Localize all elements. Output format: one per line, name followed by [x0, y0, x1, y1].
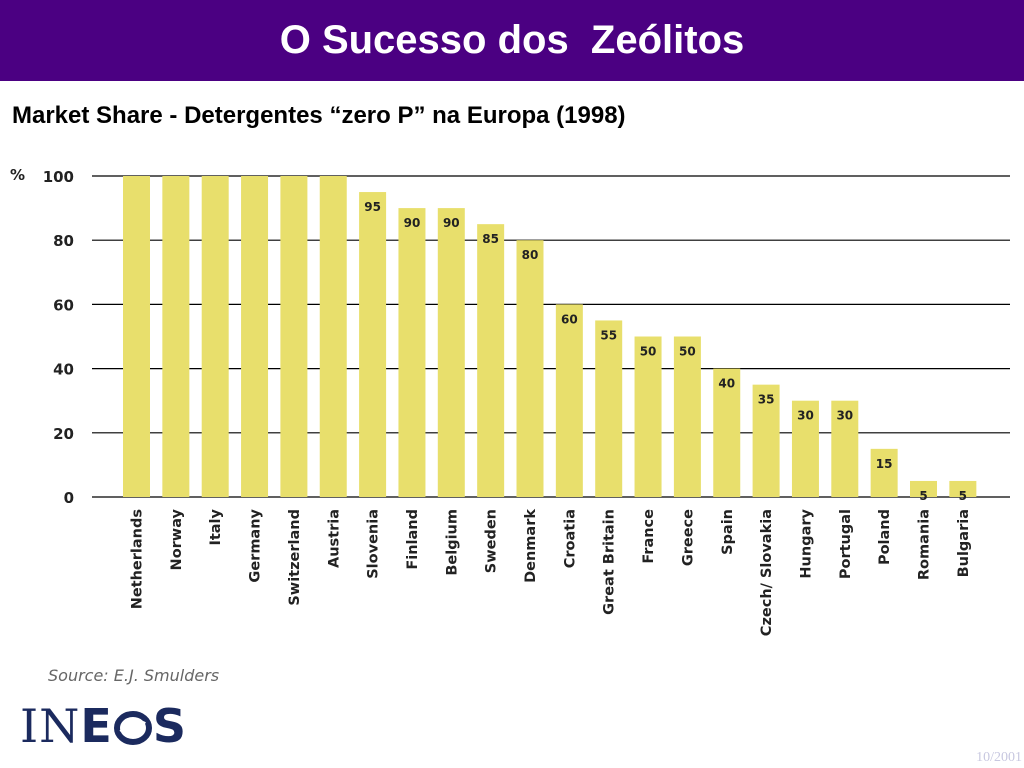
logo-oval-icon	[113, 703, 153, 757]
bar	[241, 176, 269, 497]
data-label: 55	[600, 328, 617, 342]
data-label: 50	[640, 345, 657, 359]
y-tick-label: 20	[53, 425, 74, 443]
x-tick-label: Greece	[680, 509, 696, 566]
x-tick-label: Denmark	[523, 509, 539, 583]
bar	[555, 304, 583, 497]
bar	[949, 480, 977, 497]
x-tick-label: Spain	[720, 509, 736, 555]
x-tick-label: Hungary	[798, 508, 814, 578]
y-tick-label: 100	[43, 168, 74, 186]
x-tick-label: Portugal	[838, 509, 854, 579]
ineos-logo: INE S	[20, 699, 187, 753]
bar	[123, 176, 150, 497]
x-tick-label: Sweden	[484, 509, 500, 573]
x-tick-label: Great Britain	[602, 509, 618, 615]
bar	[201, 176, 229, 497]
bar	[910, 480, 937, 497]
x-tick-label: Italy	[208, 508, 224, 545]
bar	[319, 176, 347, 497]
axis-layer: 0 20 40 60 80 100% Netherlands Norway Italy Germa…	[10, 166, 972, 636]
bar	[516, 240, 544, 497]
logo-letter-s: S	[152, 699, 187, 753]
data-label: 5	[959, 489, 967, 503]
data-label: 5	[919, 489, 927, 503]
x-tick-label: France	[641, 509, 657, 564]
bar	[595, 320, 623, 497]
data-label: 90	[404, 216, 421, 230]
y-tick-label: 40	[53, 361, 74, 379]
slide-title: O Sucesso dos Zeólitos	[279, 18, 745, 62]
x-tick-label: Croatia	[562, 509, 578, 568]
bar	[870, 448, 898, 497]
logo-wordmark: INE S	[20, 699, 187, 757]
data-label: 85	[482, 232, 499, 246]
bar	[673, 336, 701, 497]
bar	[713, 368, 741, 497]
x-tick-label: Finland	[405, 509, 421, 570]
data-label: 95	[364, 200, 381, 214]
x-tick-label: Netherlands	[130, 509, 146, 609]
data-label: 35	[758, 393, 775, 407]
bar	[280, 176, 308, 497]
data-label: 90	[443, 216, 460, 230]
bar	[634, 336, 662, 497]
data-label: 30	[797, 409, 814, 423]
x-tick-label: Slovenia	[366, 509, 382, 579]
x-tick-label: Czech/ Slovakia	[759, 509, 775, 636]
chart-subtitle: Market Share - Detergentes “zero P” na E…	[12, 102, 626, 129]
bar	[437, 208, 465, 497]
title-bar: O Sucesso dos Zeólitos	[0, 0, 1024, 81]
x-tick-label: Poland	[877, 509, 893, 565]
logo-letter-e: E	[80, 699, 113, 753]
bar	[791, 400, 819, 497]
x-tick-label: Germany	[248, 508, 264, 582]
data-label: 40	[718, 377, 735, 391]
bar	[398, 208, 426, 497]
data-label: 30	[836, 409, 853, 423]
bar	[752, 384, 780, 497]
x-tick-label: Austria	[326, 509, 342, 568]
source-note: Source: E.J. Smulders	[48, 666, 220, 685]
footer-date: 10/2001	[976, 750, 1022, 765]
bar	[477, 224, 505, 497]
logo-letters-in: IN	[20, 699, 81, 753]
x-tick-label: Bulgaria	[956, 509, 972, 577]
bar	[359, 192, 387, 498]
data-label: 50	[679, 345, 696, 359]
y-axis-label: %	[10, 166, 25, 184]
y-tick-label: 80	[53, 232, 74, 250]
bar	[831, 400, 859, 497]
data-label: 60	[561, 312, 578, 326]
y-tick-label: 0	[64, 489, 74, 507]
bar	[162, 176, 190, 497]
data-label: 15	[876, 457, 893, 471]
x-tick-label: Switzerland	[287, 509, 303, 606]
y-tick-label: 60	[53, 296, 74, 314]
data-label: 80	[522, 248, 539, 262]
bar-layer	[123, 176, 977, 498]
x-tick-label: Belgium	[444, 509, 460, 576]
x-tick-label: Romania	[917, 509, 933, 580]
x-tick-label: Norway	[169, 508, 185, 570]
